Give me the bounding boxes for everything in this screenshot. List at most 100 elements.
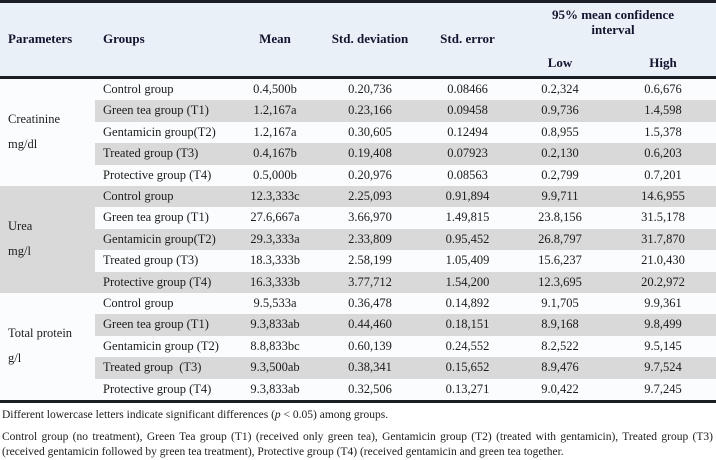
std-deviation-value: 0.23,166 [315,100,425,122]
significance-note: Different lowercase letters indicate sig… [2,408,713,423]
table-body: Creatinine mg/dl Control group 0.4,500b 0.20… [0,77,716,402]
std-deviation-value: 2.25,093 [315,185,425,208]
ci-high-value: 1.4,598 [610,100,716,122]
group-name: Protective group (T4) [95,271,235,293]
col-header-confidence-interval: 95% mean confidence interval [510,1,716,55]
mean-value: 0.5,000b [235,164,315,186]
group-name: Control group [95,292,235,315]
mean-value: 9.3,833ab [235,314,315,336]
std-error-value: 0.09458 [425,100,510,122]
std-error-value: 0.24,552 [425,335,510,358]
footnotes: Different lowercase letters indicate sig… [0,403,716,460]
parameter-cell: Creatinine mg/dl [0,77,95,186]
ci-high-value: 21.0,430 [610,250,716,272]
std-error-value: 1.49,815 [425,207,510,229]
ci-high-value: 31.5,178 [610,207,716,229]
std-deviation-value: 0.20,736 [315,77,425,101]
std-error-value: 0.13,271 [425,378,510,402]
group-name: Treated group (T3) [95,357,235,379]
col-header-ci-high: High [610,54,716,78]
std-deviation-value: 0.44,460 [315,314,425,336]
p-symbol: p [274,408,281,421]
std-deviation-value: 0.38,341 [315,357,425,379]
std-deviation-value: 2.33,809 [315,228,425,251]
std-deviation-value: 0.60,139 [315,335,425,358]
group-name: Treated group (T3) [95,143,235,165]
ci-low-value: 8.2,522 [510,335,610,358]
col-header-parameters: Parameters [0,1,95,78]
ci-low-value: 0.8,955 [510,121,610,144]
parameter-unit: mg/dl [8,137,38,152]
mean-value: 9.3,500ab [235,357,315,379]
table-row: Gentamicin group (T2) 8.8,833bc 0.60,139 0.… [0,335,716,358]
col-header-mean: Mean [235,1,315,78]
parameter-cell: Total protein g/l [0,292,95,402]
mean-value: 29.3,333a [235,228,315,251]
ci-high-value: 9.7,245 [610,378,716,402]
table-row: Gentamicin group(T2) 29.3,333a 2.33,809 0.9… [0,228,716,251]
results-table: Parameters Groups Mean Std. deviation St… [0,0,716,402]
std-error-value: 0.95,452 [425,228,510,251]
std-deviation-value: 3.66,970 [315,207,425,229]
ci-high-value: 9.9,361 [610,292,716,315]
ci-low-value: 0.2,799 [510,164,610,186]
ci-high-value: 0.6,676 [610,77,716,101]
ci-low-value: 26.8,797 [510,228,610,251]
std-error-value: 0.08466 [425,77,510,101]
table-row: Creatinine mg/dl Control group 0.4,500b 0.20… [0,77,716,186]
std-error-value: 0.91,894 [425,185,510,208]
table-row: Protective group (T4) 9.3,833ab 0.32,506 0.… [0,378,716,402]
mean-value: 1.2,167a [235,100,315,122]
std-error-value: 1.05,409 [425,250,510,272]
table-row: Urea mg/l Control group 12.3,333c 2.25,093 0.… [0,185,716,293]
parameter-unit: mg/l [8,244,31,259]
std-error-value: 0.15,652 [425,357,510,379]
ci-low-value: 23.8,156 [510,207,610,229]
ci-high-value: 14.6,955 [610,185,716,208]
mean-value: 18.3,333b [235,250,315,272]
ci-low-value: 0.2,324 [510,77,610,101]
parameter-name: Creatinine [8,112,61,127]
table-row: Green tea group (T1) 1.2,167a 0.23,166 0.09… [0,100,716,122]
std-deviation-value: 0.36,478 [315,292,425,315]
table-row: Treated group (T3) 9.3,500ab 0.38,341 0.15,… [0,357,716,379]
header-row-sub: Low High [0,54,716,78]
group-name: Green tea group (T1) [95,314,235,336]
ci-high-value: 9.8,499 [610,314,716,336]
table-row: Protective group (T4) 0.5,000b 0.20,976 0.0… [0,164,716,186]
group-name: Treated group (T3) [95,250,235,272]
groups-definition-note: Control group (no treatment), Green Tea … [2,430,713,458]
group-name: Gentamicin group(T2) [95,121,235,144]
parameter-cell: Urea mg/l [0,185,95,293]
std-deviation-value: 0.20,976 [315,164,425,186]
table-row: Treated group (T3) 0.4,167b 0.19,408 0.0792… [0,143,716,165]
std-error-value: 0.12494 [425,121,510,144]
mean-value: 9.3,833ab [235,378,315,402]
group-name: Green tea group (T1) [95,207,235,229]
ci-high-value: 0.6,203 [610,143,716,165]
mean-value: 0.4,167b [235,143,315,165]
significance-note-prefix: Different lowercase letters indicate sig… [2,408,275,421]
mean-value: 27.6,667a [235,207,315,229]
col-header-groups: Groups [95,1,235,78]
significance-note-suffix: < 0.05) among groups. [280,408,389,421]
std-deviation-value: 3.77,712 [315,271,425,293]
std-deviation-value: 2.58,199 [315,250,425,272]
table-header: Parameters Groups Mean Std. deviation St… [0,1,716,78]
table-row: Total protein g/l Control group 9.5,533a 0.3… [0,292,716,402]
std-error-value: 0.18,151 [425,314,510,336]
ci-high-value: 20.2,972 [610,271,716,293]
std-deviation-value: 0.30,605 [315,121,425,144]
parameter-name: Urea [8,219,33,234]
group-name: Control group [95,77,235,101]
std-deviation-value: 0.19,408 [315,143,425,165]
col-header-std-deviation: Std. deviation [315,1,425,78]
mean-value: 8.8,833bc [235,335,315,358]
mean-value: 16.3,333b [235,271,315,293]
ci-title: 95% mean confidence interval [551,7,675,37]
col-header-ci-low: Low [510,54,610,78]
group-name: Control group [95,185,235,208]
mean-value: 9.5,533a [235,292,315,315]
table-row: Protective group (T4) 16.3,333b 3.77,712 1.… [0,271,716,293]
